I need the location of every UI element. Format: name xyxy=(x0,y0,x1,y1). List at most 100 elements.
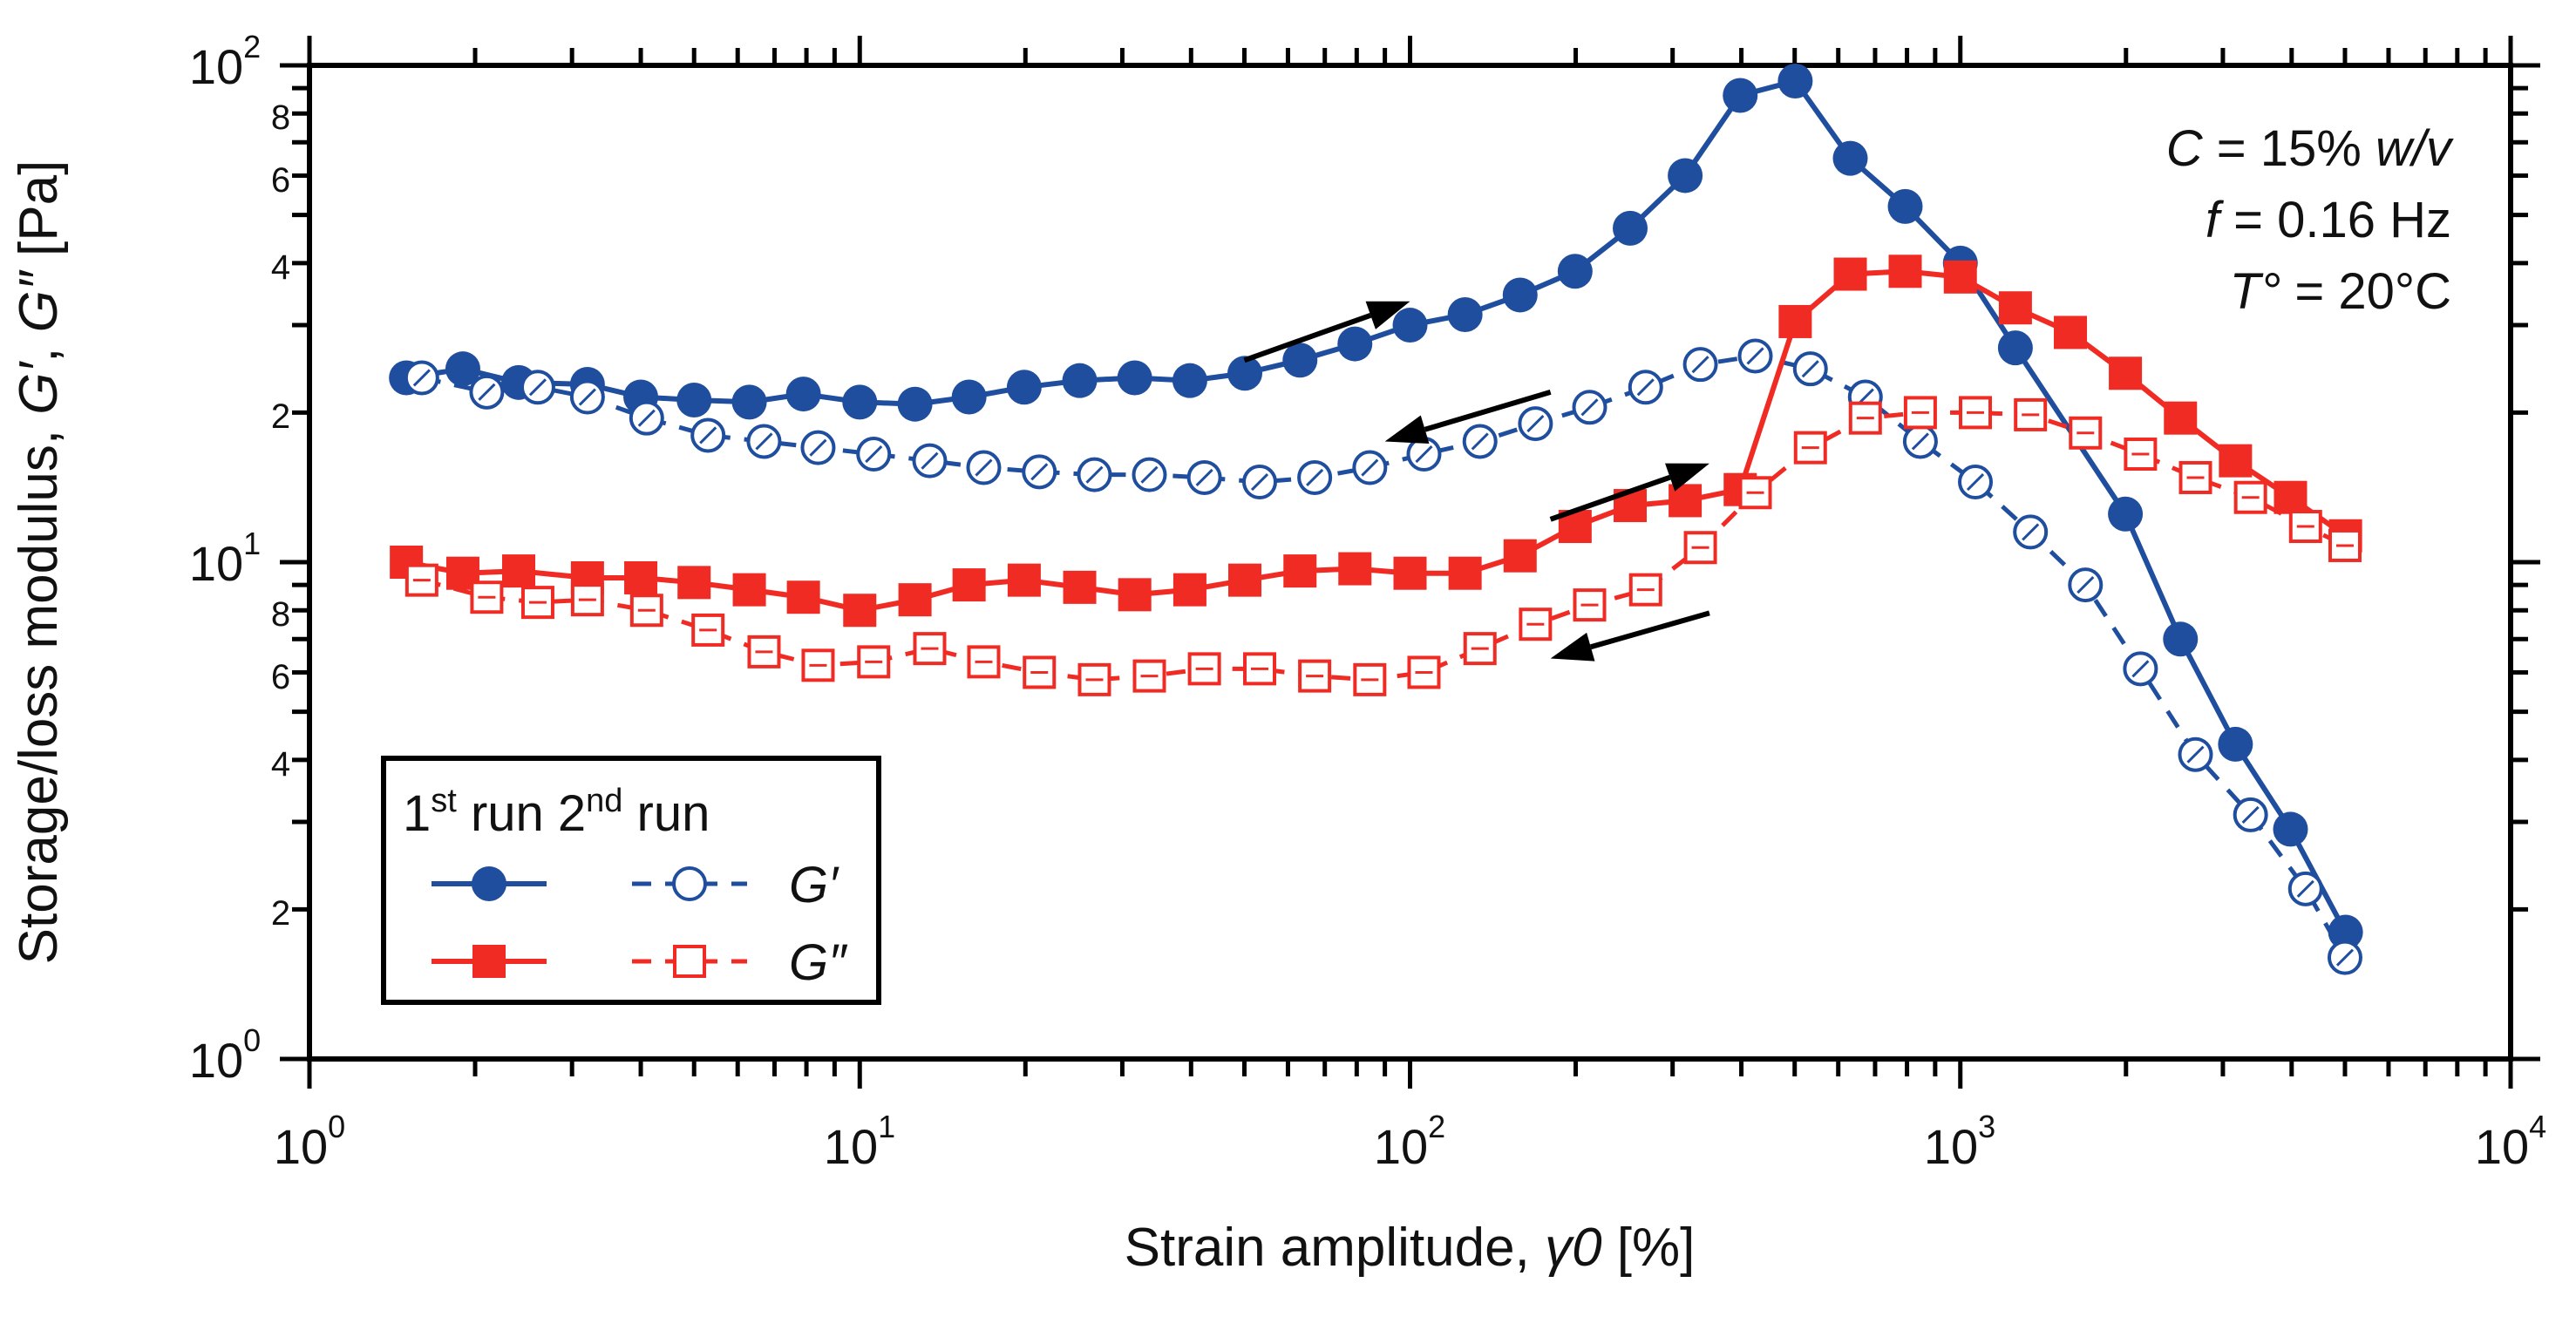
data-point-gdouble-run1 xyxy=(843,594,877,628)
data-point-gprime-run1 xyxy=(676,382,712,417)
data-point-gprime-run1 xyxy=(1887,188,1923,224)
data-point-gprime-run1 xyxy=(1997,330,2033,366)
legend-gprime-run1-marker xyxy=(472,866,506,901)
annotation-arrows xyxy=(1243,301,1710,662)
data-point-gprime-run1 xyxy=(1392,308,1428,343)
y-minor-label: 4 xyxy=(271,248,290,287)
data-point-gdouble-run2 xyxy=(1132,659,1166,693)
data-point-gprime-run1 xyxy=(951,379,987,415)
legend-gprime-run2-marker xyxy=(672,866,707,901)
data-point-gprime-run2-slash xyxy=(1361,458,1379,477)
y-minor-label: 6 xyxy=(271,161,290,200)
data-point-gprime-run2-slash xyxy=(1966,472,1985,492)
y-minor-label: 2 xyxy=(271,397,290,436)
data-point-gprime-run1 xyxy=(2328,914,2363,950)
y-minor-label: 4 xyxy=(271,745,290,784)
data-point-gprime-run1 xyxy=(1668,158,1703,193)
data-point-gdouble-run1 xyxy=(2109,356,2143,390)
data-point-gprime-run2-slash xyxy=(1030,463,1049,481)
data-point-gdouble-run2 xyxy=(1903,396,1937,430)
y-tick-label: 102 xyxy=(189,29,261,94)
data-point-gprime-run2-slash xyxy=(1306,468,1324,487)
data-point-gdouble-run1 xyxy=(1503,539,1537,573)
data-point-gdouble-run1 xyxy=(1228,563,1262,597)
data-point-gdouble-run1 xyxy=(1283,554,1317,588)
x-tick-label: 101 xyxy=(824,1109,895,1174)
data-point-gdouble-run1 xyxy=(2219,444,2253,478)
data-point-gprime-run2-slash xyxy=(2076,576,2095,594)
data-point-gprime-run2-slash xyxy=(1911,432,1929,451)
arrow-head xyxy=(1365,301,1410,329)
data-point-gdouble-run1 xyxy=(732,573,766,607)
data-point-gdouble-run1 xyxy=(2164,401,2198,435)
y-minor-label: 2 xyxy=(271,894,290,933)
data-point-gprime-run2-slash xyxy=(1691,356,1709,374)
data-point-gprime-run2-slash xyxy=(2022,523,2040,541)
data-point-gdouble-run1 xyxy=(1833,257,1867,291)
data-point-gprime-run2-slash xyxy=(1636,378,1655,397)
data-point-gdouble-run1 xyxy=(1007,563,1041,597)
data-point-gprime-run2-slash xyxy=(1526,415,1545,433)
data-point-gprime-run2-slash xyxy=(1250,472,1269,492)
y-minor-label: 6 xyxy=(271,658,290,696)
data-point-gdouble-run2 xyxy=(967,645,1001,679)
data-point-gprime-run2-slash xyxy=(1415,445,1433,464)
data-point-gprime-run2-slash xyxy=(478,383,496,401)
data-point-gprime-run2-slash xyxy=(2186,745,2205,764)
data-point-gprime-run2-slash xyxy=(699,426,717,445)
data-point-gdouble-run2 xyxy=(1683,531,1717,565)
data-point-gprime-run1 xyxy=(445,351,480,387)
data-point-gdouble-run1 xyxy=(1118,578,1152,612)
data-point-gprime-run1 xyxy=(1282,343,1318,378)
data-point-gprime-run2-slash xyxy=(2131,660,2150,678)
data-point-gprime-run2-slash xyxy=(975,458,993,477)
data-point-gdouble-run1 xyxy=(898,583,932,617)
data-point-gdouble-run2 xyxy=(470,580,504,614)
data-point-gprime-run2-slash xyxy=(809,438,827,457)
data-point-gprime-run1 xyxy=(1062,363,1098,398)
data-point-gdouble-run1 xyxy=(1338,552,1372,586)
data-point-gprime-run1 xyxy=(2218,726,2253,762)
x-tick-label: 100 xyxy=(274,1109,345,1174)
data-point-gdouble-run1 xyxy=(624,560,658,594)
data-point-gdouble-run1 xyxy=(1778,304,1812,338)
arrow-head xyxy=(1665,463,1709,492)
data-point-gdouble-run2 xyxy=(1463,632,1497,666)
y-tick-label: 101 xyxy=(189,526,261,591)
data-point-gdouble-run1 xyxy=(952,568,986,602)
series-group xyxy=(389,63,2363,975)
data-point-gprime-run2-slash xyxy=(921,451,939,470)
annotation-frequency: f = 0.16 Hz xyxy=(2206,192,2451,248)
data-point-gprime-run2-slash xyxy=(755,432,773,451)
arrow-shaft xyxy=(1424,389,1552,432)
x-axis-title: Strain amplitude, γ0 [%] xyxy=(1125,1218,1696,1278)
data-point-gdouble-run1 xyxy=(1448,556,1482,590)
data-point-gdouble-run1 xyxy=(2274,480,2308,514)
data-point-gprime-run2-slash xyxy=(2335,948,2355,967)
data-point-gprime-run2-slash xyxy=(412,369,431,387)
legend-gdouble-run2-marker xyxy=(673,945,706,978)
data-point-gprime-run1 xyxy=(1502,277,1538,313)
data-point-gprime-run2-slash xyxy=(1580,398,1599,417)
legend-gdouble-run1-marker xyxy=(472,945,506,978)
data-point-gprime-run2-slash xyxy=(1801,360,1819,378)
data-point-gprime-run1 xyxy=(1613,210,1648,246)
data-point-gprime-run2-slash xyxy=(2241,805,2260,824)
arrow-shaft xyxy=(1243,312,1372,363)
data-point-gprime-run1 xyxy=(1777,63,1813,98)
data-point-gdouble-run2 xyxy=(404,563,438,597)
x-tick-label: 102 xyxy=(1374,1109,1445,1174)
data-point-gprime-run1 xyxy=(1723,78,1758,113)
data-point-gprime-run1 xyxy=(1557,254,1593,289)
data-point-gdouble-run1 xyxy=(1943,260,1977,294)
arrow-head xyxy=(1550,632,1595,662)
y-axis-title: Storage/loss modulus, G′, G″ [Pa] xyxy=(9,160,69,965)
data-point-gdouble-run1 xyxy=(677,566,711,600)
data-point-gprime-run1 xyxy=(842,384,878,420)
arrow-head xyxy=(1384,415,1430,445)
data-point-gprime-run2-slash xyxy=(2296,879,2314,898)
data-point-gprime-run1 xyxy=(1117,360,1152,396)
data-point-gprime-run2-slash xyxy=(1195,468,1213,487)
data-point-gdouble-run1 xyxy=(1669,484,1703,518)
